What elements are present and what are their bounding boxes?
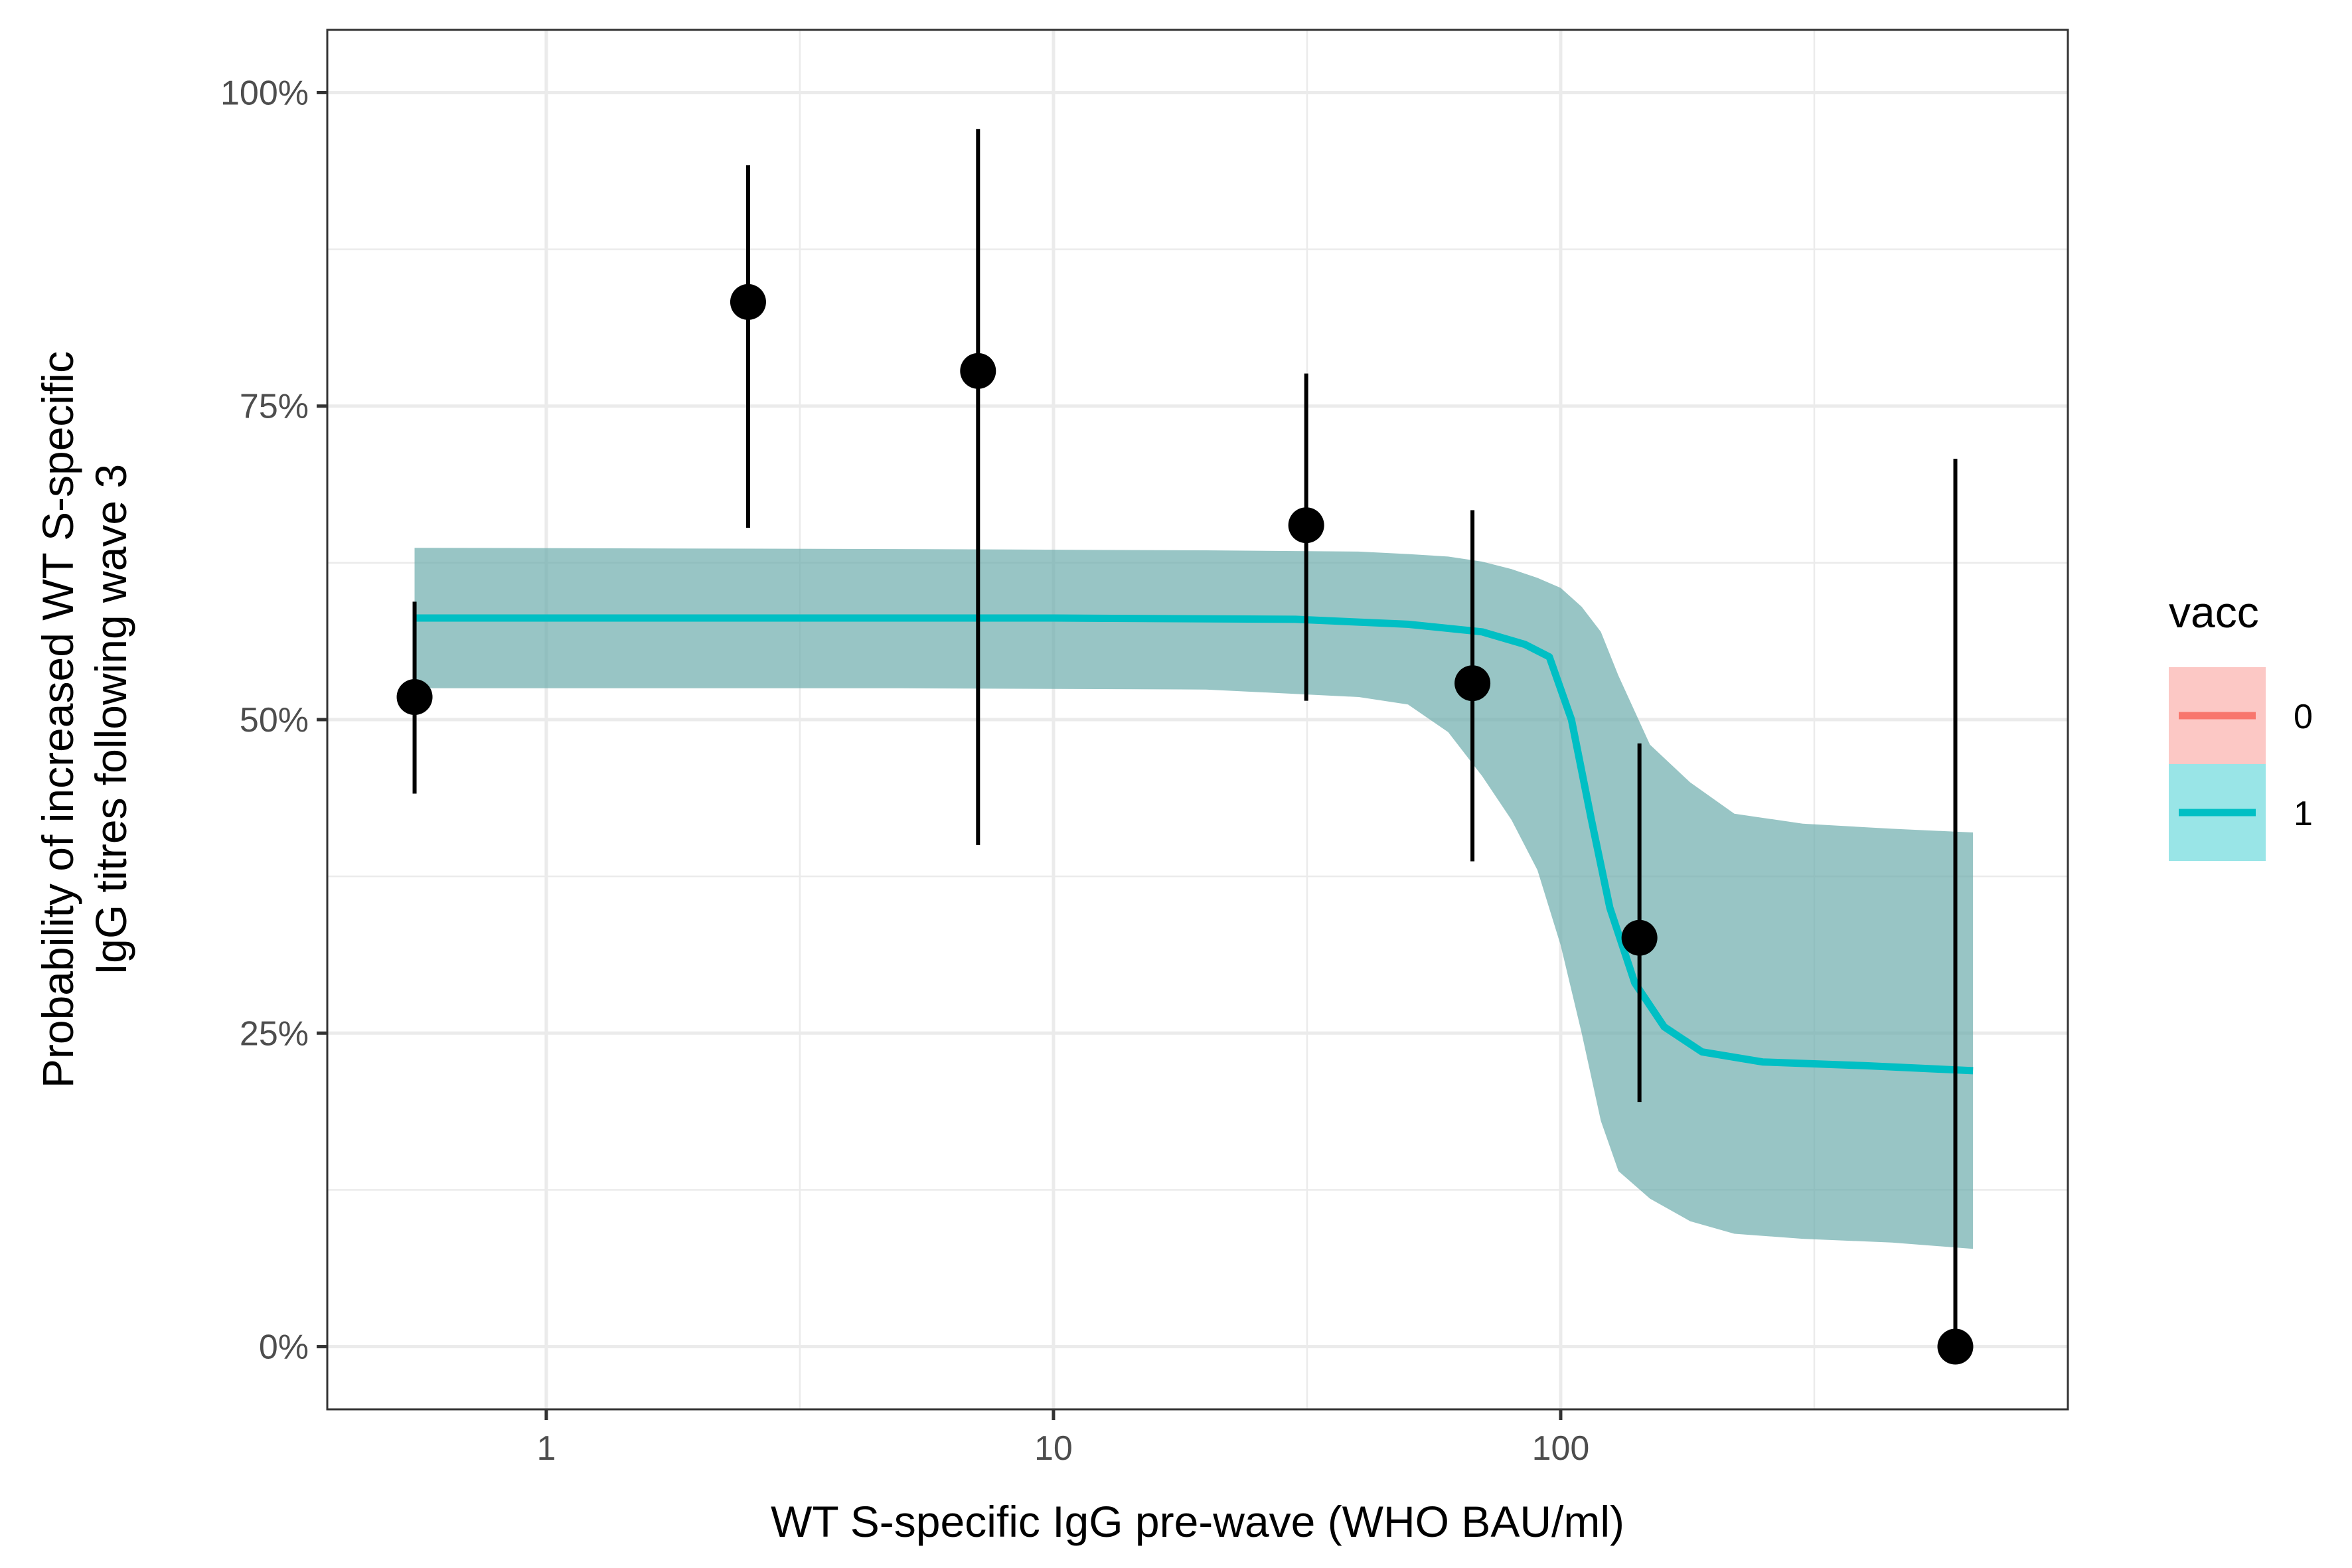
confidence-ribbon-vacc-1 bbox=[414, 548, 1974, 1249]
legend-title: vacc bbox=[2169, 588, 2259, 637]
observed-point bbox=[1621, 919, 1658, 956]
axis-layer: 0% 25% 50% 75% 100% 1 10 100 bbox=[220, 74, 1589, 1468]
observed-point bbox=[1288, 507, 1324, 544]
x-tick-label: 100 bbox=[1532, 1429, 1590, 1468]
y-tick-label: 50% bbox=[240, 701, 309, 740]
observed-point bbox=[960, 353, 996, 389]
observed-point bbox=[730, 283, 766, 320]
observed-point-group bbox=[730, 165, 766, 528]
legend-entry-1: 1 bbox=[2169, 764, 2313, 861]
legend-entries: 01 bbox=[2169, 667, 2313, 861]
legend: vacc 01 bbox=[2169, 588, 2313, 861]
y-axis-title-line-2: IgG titres following wave 3 bbox=[86, 464, 135, 975]
observed-point-group bbox=[1454, 510, 1491, 862]
x-axis-title: WT S-specific IgG pre-wave (WHO BAU/ml) bbox=[771, 1497, 1624, 1546]
legend-entry-0: 0 bbox=[2169, 667, 2313, 764]
y-tick-label: 75% bbox=[240, 388, 309, 426]
observed-point bbox=[396, 678, 433, 715]
observed-point bbox=[1454, 665, 1491, 702]
observed-point-group bbox=[396, 601, 433, 794]
observed-point bbox=[1937, 1328, 1974, 1365]
legend-label: 0 bbox=[2294, 698, 2313, 736]
y-axis-title: Probability of increased WT S-specific I… bbox=[33, 351, 135, 1088]
observed-points-layer bbox=[396, 129, 1974, 1365]
observed-point-group bbox=[960, 129, 996, 845]
fitted-line-layer bbox=[414, 614, 1974, 1075]
observed-point-group bbox=[1288, 373, 1324, 701]
observed-point-group bbox=[1937, 459, 1974, 1365]
y-tick-label: 25% bbox=[240, 1014, 309, 1053]
x-tick-label: 10 bbox=[1034, 1429, 1073, 1468]
y-tick-label: 0% bbox=[259, 1328, 309, 1367]
y-tick-label: 100% bbox=[220, 74, 309, 112]
y-axis-title-line-1: Probability of increased WT S-specific bbox=[33, 351, 82, 1088]
x-tick-label: 1 bbox=[536, 1429, 556, 1468]
observed-point-group bbox=[1621, 743, 1658, 1103]
confidence-ribbon-layer bbox=[414, 548, 1974, 1249]
fitted-line-vacc-1 bbox=[414, 614, 1974, 1075]
legend-label: 1 bbox=[2294, 795, 2313, 833]
grid-layer bbox=[327, 30, 2068, 1409]
